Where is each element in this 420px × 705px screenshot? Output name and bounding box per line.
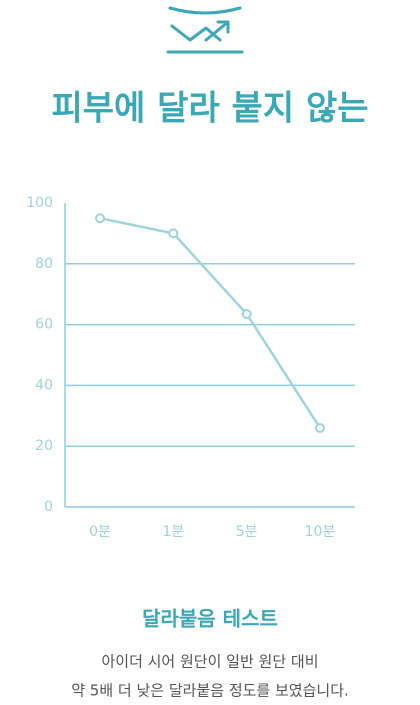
x-tick-label: 1분 bbox=[162, 524, 184, 540]
x-tick-label: 0분 bbox=[89, 524, 111, 540]
y-tick-label: 40 bbox=[35, 377, 53, 393]
y-tick-label: 0 bbox=[44, 499, 53, 515]
page-title: 피부에 달라 붙지 않는 bbox=[51, 89, 368, 129]
point bbox=[315, 422, 325, 433]
y-tick-label: 20 bbox=[35, 438, 53, 454]
x-tick-label: 10분 bbox=[305, 524, 336, 540]
caption-title: 달라붙음 테스트 bbox=[142, 607, 278, 631]
caption-line: 아이더 시어 원단이 일반 원단 대비 bbox=[101, 653, 318, 671]
caption-line: 약 5배 더 낮은 달라붙음 정도를 보였습니다. bbox=[71, 682, 349, 700]
line bbox=[99, 216, 322, 429]
y-tick-label: 80 bbox=[35, 256, 53, 272]
point bbox=[95, 213, 105, 224]
point bbox=[168, 228, 179, 239]
point bbox=[241, 308, 252, 319]
icon bbox=[166, 6, 244, 54]
y-tick-label: 60 bbox=[35, 317, 53, 333]
x-tick-label: 5분 bbox=[236, 524, 258, 540]
y-tick-label: 100 bbox=[26, 195, 53, 211]
